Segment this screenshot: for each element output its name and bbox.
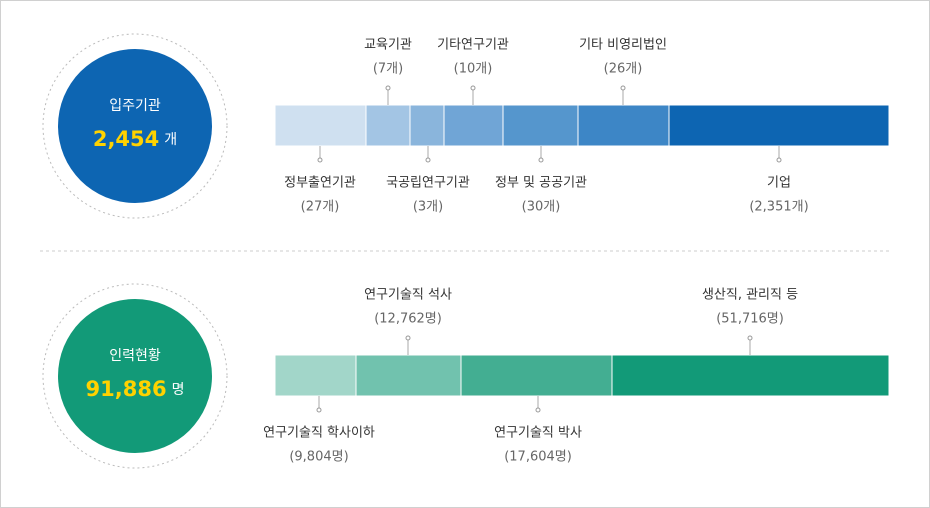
segment-name: 연구기술직 석사 [364, 288, 452, 303]
circle-unit: 명 [172, 382, 185, 398]
circle [58, 299, 212, 453]
bar-segment [577, 104, 670, 147]
bar-segment [355, 354, 462, 397]
segment-name: 기업 [767, 176, 791, 191]
bar-segment [365, 104, 411, 147]
leader-dot [470, 85, 476, 91]
circle-value: 2,454 개 [93, 127, 177, 151]
segment-name: 연구기술직 학사이하 [263, 426, 375, 441]
segment-count: (7개) [373, 62, 403, 77]
circle-value: 91,886 명 [86, 377, 185, 401]
leader-dot [620, 85, 626, 91]
leader-dot [538, 157, 544, 163]
bar-segment [274, 354, 357, 397]
bar-segment [443, 104, 504, 147]
segment-name: 연구기술직 박사 [494, 426, 582, 441]
circle-label: 인력현황 [109, 348, 161, 364]
bar-segment [460, 354, 613, 397]
segment-name: 생산직, 관리직 등 [702, 288, 798, 303]
leader-dot [425, 157, 431, 163]
bar-segment [409, 104, 445, 147]
segment-name: 정부 및 공공기관 [495, 176, 587, 191]
segment-count: (2,351개) [749, 200, 808, 215]
circle-count: 2,454 [93, 127, 159, 151]
circle-label: 입주기관 [109, 98, 161, 114]
circle-unit: 개 [164, 132, 177, 148]
leader-dot [385, 85, 391, 91]
leader-dot [535, 407, 541, 413]
segment-name: 국공립연구기관 [386, 176, 470, 191]
segment-count: (26개) [604, 62, 643, 77]
segment-count: (3개) [413, 200, 443, 215]
segment-count: (10개) [454, 62, 493, 77]
bar-segment [502, 104, 579, 147]
bar-segment [274, 104, 367, 147]
circle-outline [42, 283, 228, 469]
circle-count: 91,886 [86, 377, 167, 401]
segment-name: 정부출연기관 [284, 176, 356, 191]
circle [58, 49, 212, 203]
bar-segment [611, 354, 890, 397]
leader-dot [317, 157, 323, 163]
leader-dot [776, 157, 782, 163]
circle-outline [42, 33, 228, 219]
segment-count: (17,604명) [504, 450, 572, 465]
segment-name: 기타 비영리법인 [579, 38, 667, 53]
leader-dot [747, 335, 753, 341]
bar-segment [668, 104, 890, 147]
segment-count: (12,762명) [374, 312, 442, 327]
segment-count: (9,804명) [289, 450, 348, 465]
segment-name: 교육기관 [364, 38, 412, 53]
leader-dot [316, 407, 322, 413]
leader-dot [405, 335, 411, 341]
segment-name: 기타연구기관 [437, 38, 509, 53]
segment-count: (27개) [301, 200, 340, 215]
segment-count: (51,716명) [716, 312, 784, 327]
segment-count: (30개) [522, 200, 561, 215]
